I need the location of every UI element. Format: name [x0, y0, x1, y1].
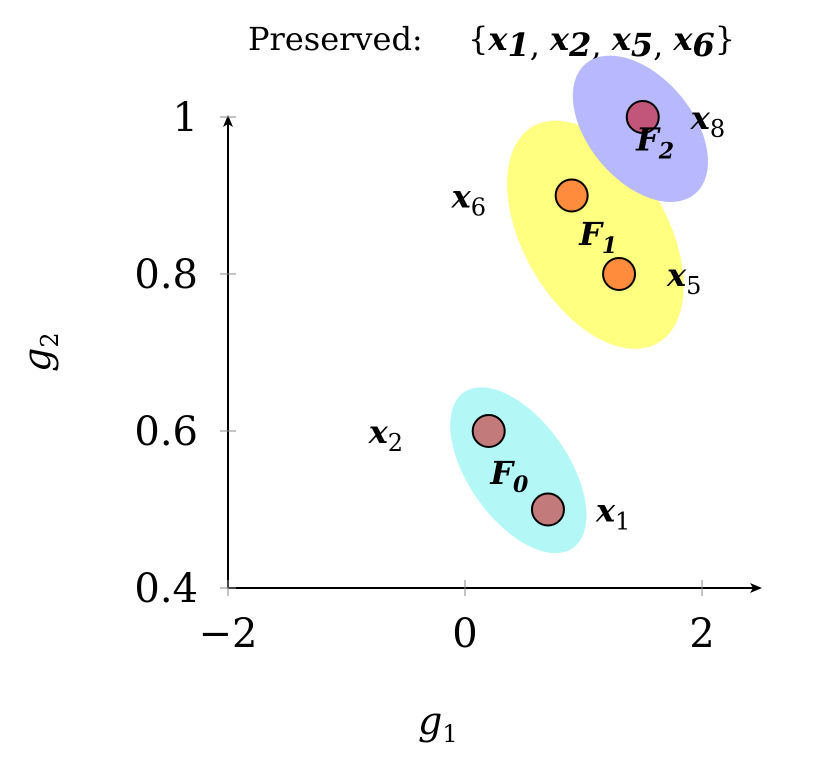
chart-title-prefix: Preserved: — [248, 20, 423, 58]
x-tick-label: 0 — [452, 611, 477, 657]
axes-layer: −2 0 2 0.4 0.6 0.8 1 g1 g2 — [15, 95, 762, 748]
labels-layer: x1 x2 x5 x6 x8 F0 F1 F2 — [368, 99, 725, 536]
front-label-f1: F1 — [578, 215, 617, 259]
point-label-x2: x2 — [368, 413, 403, 457]
y-tick-label: 1 — [173, 95, 198, 141]
x-tick-label: 2 — [689, 611, 714, 657]
y-axis-title-group: g2 — [15, 332, 64, 372]
y-tick-label: 0.8 — [134, 252, 198, 298]
point-x5 — [602, 257, 637, 291]
point-x6 — [554, 178, 589, 213]
chart-title: Preserved: {x1, x2, x5, x6} — [248, 20, 735, 64]
point-x2 — [471, 414, 506, 448]
point-label-x5: x5 — [666, 256, 701, 300]
x-axis-title: g1 — [418, 699, 458, 748]
front-label-f2: F2 — [635, 121, 674, 165]
x-tick-label: −2 — [199, 611, 258, 657]
point-label-x8: x8 — [690, 99, 725, 143]
front-label-f0: F0 — [489, 454, 529, 498]
y-tick-label: 0.4 — [134, 566, 198, 612]
point-label-x1: x1 — [595, 492, 630, 536]
point-x1 — [530, 492, 565, 527]
points-layer — [471, 100, 660, 527]
front-region-f0 — [450, 387, 587, 554]
chart-title-set: {x1, x2, x5, x6} — [468, 20, 735, 64]
y-tick-label: 0.6 — [134, 409, 198, 455]
fronts-layer — [450, 55, 708, 554]
y-axis-title: g2 — [15, 332, 64, 372]
point-x8 — [625, 100, 660, 134]
point-label-x6: x6 — [451, 178, 486, 222]
